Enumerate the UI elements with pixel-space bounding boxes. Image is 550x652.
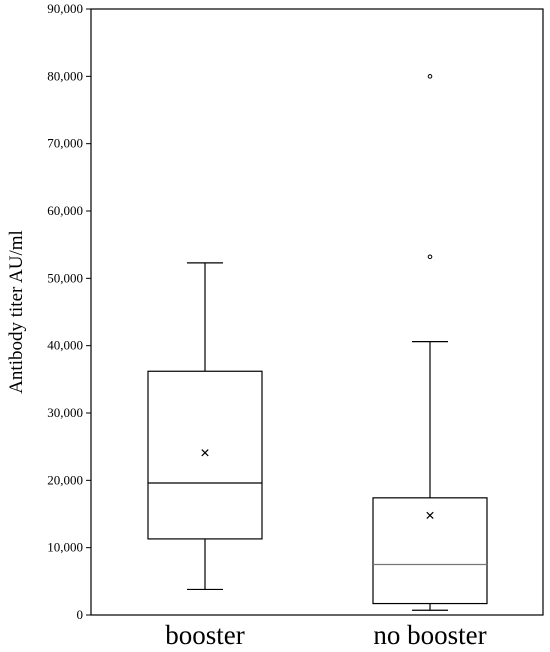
y-axis: 0 10,000 20,000 30,000 40,000 50,000 60,000 70,… [47, 1, 91, 622]
box-series [147, 74, 488, 611]
plot-frame [90, 8, 544, 616]
mean-marker [201, 449, 209, 457]
iqr-box [147, 370, 263, 540]
y-tick-label: 0 [77, 607, 84, 622]
y-tick-label: 10,000 [47, 540, 83, 555]
y-tick-label: 50,000 [47, 270, 83, 285]
iqr-box [372, 497, 488, 605]
y-tick-label: 70,000 [47, 136, 83, 151]
outlier-point [427, 74, 433, 79]
x-axis-labels: booster no booster [165, 620, 486, 650]
box-no-booster [372, 74, 488, 611]
y-axis-label: Antibody titer AU/ml [6, 230, 27, 394]
x-category-label: no booster [373, 620, 486, 650]
y-tick-label: 40,000 [47, 338, 83, 353]
mean-marker [426, 511, 434, 519]
y-tick-label: 30,000 [47, 405, 83, 420]
y-tick-label: 80,000 [47, 68, 83, 83]
x-category-label: booster [165, 620, 244, 650]
outlier-point [427, 254, 433, 260]
y-tick-label: 90,000 [47, 1, 83, 16]
y-tick-label: 60,000 [47, 203, 83, 218]
y-tick-label: 20,000 [47, 472, 83, 487]
box-booster [147, 262, 263, 591]
